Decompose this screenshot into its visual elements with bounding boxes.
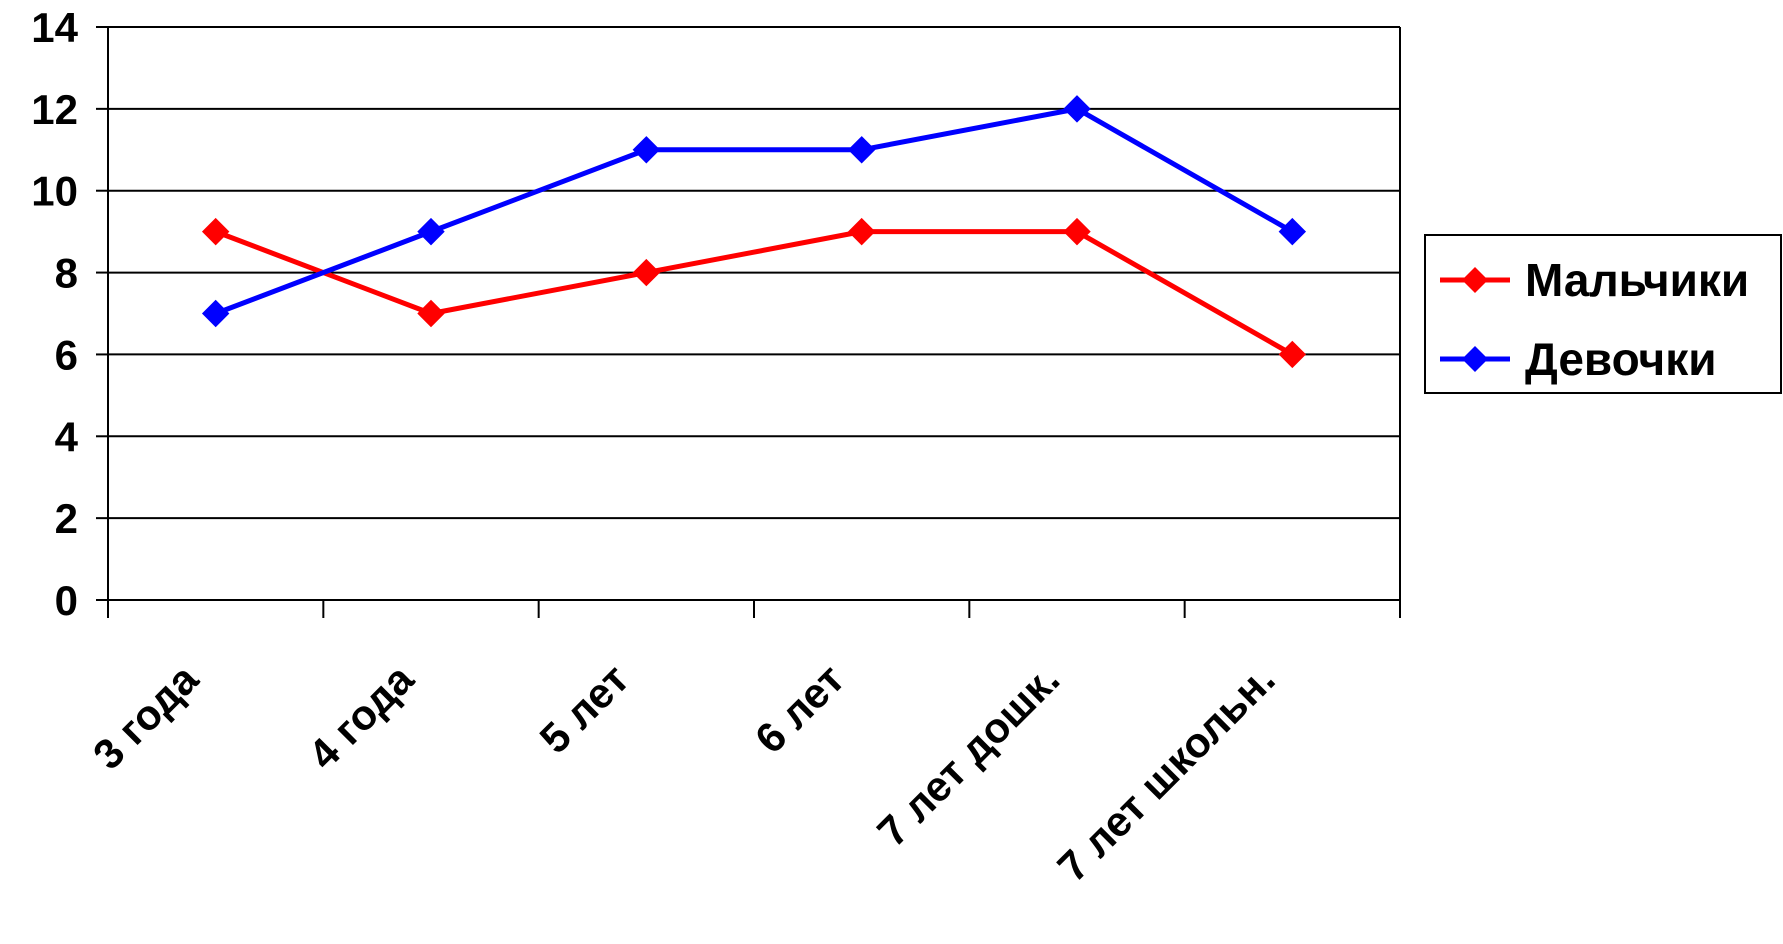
series-2 [201, 95, 1307, 328]
data-point [201, 299, 230, 328]
series-line [214, 229, 1294, 357]
y-tick-label: 8 [55, 250, 78, 297]
y-axis-ticks: 0 2 4 6 8 10 12 14 [31, 4, 108, 624]
data-point [1063, 217, 1091, 246]
legend-swatch-marker [1462, 346, 1488, 372]
data-point [201, 217, 230, 246]
legend-item: Девочки [1440, 333, 1717, 385]
series-group [201, 95, 1307, 369]
legend: Мальчики Девочки [1424, 234, 1782, 394]
y-tick-label: 6 [55, 331, 78, 378]
x-axis-ticks: 3 года 4 года 5 лет 6 лет 7 лет дошк.7 лет ш… [84, 600, 1401, 890]
x-tick-label: 3 года [84, 655, 208, 779]
x-tick-label: 6 лет [746, 655, 853, 762]
y-tick-label: 10 [31, 168, 78, 215]
grid-lines [108, 26, 1400, 520]
y-tick-label: 4 [55, 413, 79, 460]
y-tick-label: 2 [55, 495, 78, 542]
axes [107, 27, 1401, 601]
y-tick-label: 14 [31, 4, 78, 51]
data-point [1063, 95, 1091, 123]
legend-label: Мальчики [1525, 254, 1749, 306]
data-point [417, 217, 445, 246]
data-point [632, 258, 661, 287]
y-tick-label: 12 [31, 86, 78, 133]
series-line [214, 106, 1294, 316]
legend-label: Девочки [1525, 333, 1717, 385]
legend-item: Мальчики [1440, 254, 1749, 306]
x-tick-label: 7 лет школьн. [1048, 655, 1283, 890]
data-point [1278, 340, 1307, 369]
x-tick-label: 5 лет [531, 655, 638, 762]
data-point [417, 299, 445, 328]
x-tick-label: 4 года [299, 655, 423, 779]
legend-swatch-marker [1462, 267, 1488, 293]
series-1 [201, 217, 1307, 369]
legend-box [1424, 234, 1782, 394]
y-tick-label: 0 [55, 577, 78, 624]
data-point [847, 217, 876, 246]
data-point [632, 136, 661, 164]
data-point [1278, 217, 1307, 246]
data-point [847, 136, 876, 164]
x-tick-label: 7 лет дошк. [868, 655, 1068, 855]
